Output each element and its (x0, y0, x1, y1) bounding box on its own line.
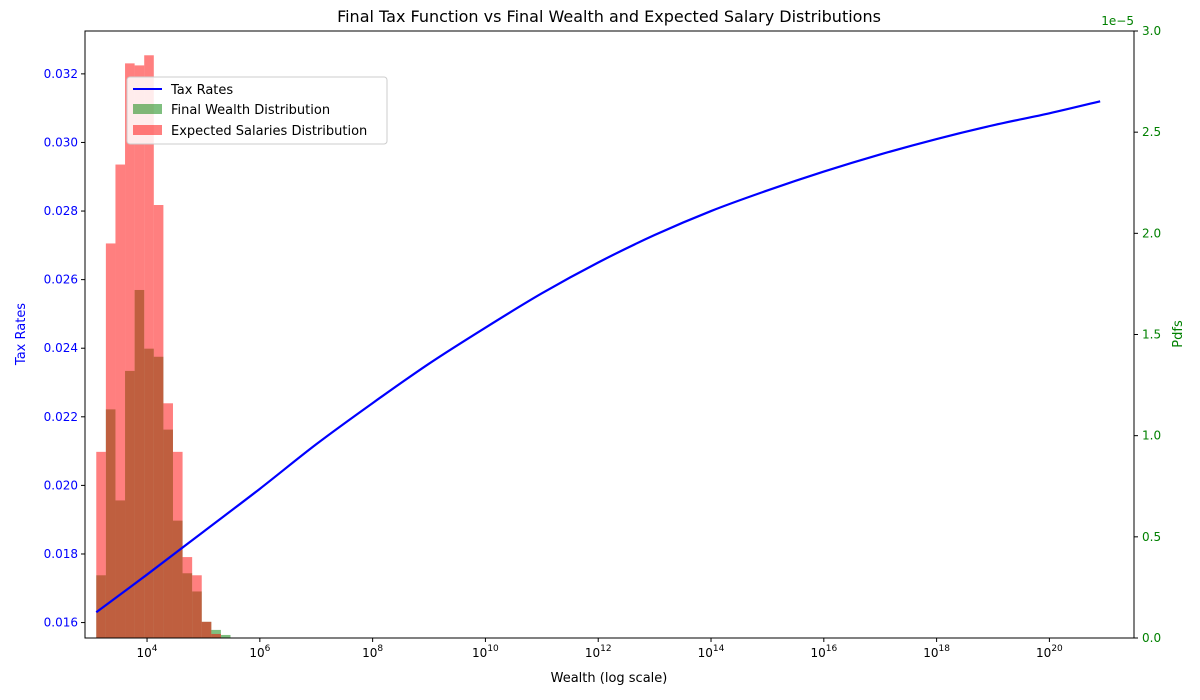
salary-bar (211, 633, 221, 638)
x-tick-label: 1020 (1036, 644, 1063, 660)
left-tick-label: 0.020 (44, 478, 78, 492)
legend: Tax Rates Final Wealth Distribution Expe… (126, 76, 388, 145)
left-tick-label: 0.028 (44, 204, 78, 218)
left-tick-label: 0.018 (44, 547, 78, 561)
salary-bar (115, 164, 126, 638)
salary-bar (201, 621, 212, 638)
tax-line-group (95, 100, 1101, 614)
wealth-bar (220, 634, 231, 638)
legend-swatch-wealth (133, 104, 162, 114)
x-tick-label: 108 (362, 644, 383, 660)
x-tick-label: 1012 (585, 644, 612, 660)
left-axis-label: Tax Rates (14, 303, 29, 366)
left-tick-label: 0.030 (44, 135, 78, 149)
left-axis-ticks: 0.016 0.018 0.020 0.022 0.024 0.026 0.028 0.030… (44, 67, 85, 630)
right-tick-label: 3.0 (1142, 24, 1161, 38)
left-tick-label: 0.022 (44, 410, 78, 424)
right-axis-ticks: 0.0 0.5 1.0 1.5 2.0 2.5 3.0 (1134, 24, 1161, 645)
x-axis-label: Wealth (log scale) (551, 671, 668, 686)
salary-bar (182, 557, 193, 638)
x-tick-label: 104 (137, 644, 158, 660)
right-axis-label: Pdfs (1171, 320, 1186, 348)
legend-label-wealth: Final Wealth Distribution (171, 103, 330, 118)
right-axis-offset: 1e−5 (1101, 14, 1134, 28)
left-tick-label: 0.016 (44, 616, 78, 630)
salary-bar (163, 403, 173, 638)
legend-swatch-salary (133, 125, 162, 135)
left-tick-label: 0.026 (44, 273, 78, 287)
x-tick-label: 1014 (698, 644, 725, 660)
salary-bar (192, 575, 202, 638)
x-axis-ticks: 104 106 108 1010 1012 1014 1016 1018 1020 (137, 638, 1063, 660)
x-tick-label: 1010 (472, 644, 499, 660)
salary-bar (144, 55, 154, 638)
legend-label-salary: Expected Salaries Distribution (171, 124, 367, 139)
right-tick-label: 2.0 (1142, 226, 1161, 240)
right-tick-label: 0.5 (1142, 530, 1161, 544)
right-tick-label: 0.0 (1142, 631, 1161, 645)
salary-bar (125, 63, 135, 638)
x-tick-label: 1016 (810, 644, 837, 660)
right-tick-label: 2.5 (1142, 125, 1161, 139)
x-tick-label: 1018 (923, 644, 950, 660)
right-tick-label: 1.0 (1142, 429, 1161, 443)
right-tick-label: 1.5 (1142, 328, 1161, 342)
x-tick-label: 106 (249, 644, 270, 660)
salary-bar (134, 65, 145, 638)
left-tick-label: 0.032 (44, 67, 78, 81)
legend-box (126, 76, 388, 145)
tax-rates-line (95, 100, 1101, 614)
salary-bar (153, 205, 164, 638)
salary-bars (96, 55, 221, 638)
salary-bar (172, 451, 183, 638)
legend-label-tax: Tax Rates (170, 83, 233, 98)
left-tick-label: 0.024 (44, 341, 78, 355)
salary-bar (105, 243, 116, 638)
chart-title: Final Tax Function vs Final Wealth and E… (337, 7, 881, 26)
salary-bar (96, 451, 106, 638)
